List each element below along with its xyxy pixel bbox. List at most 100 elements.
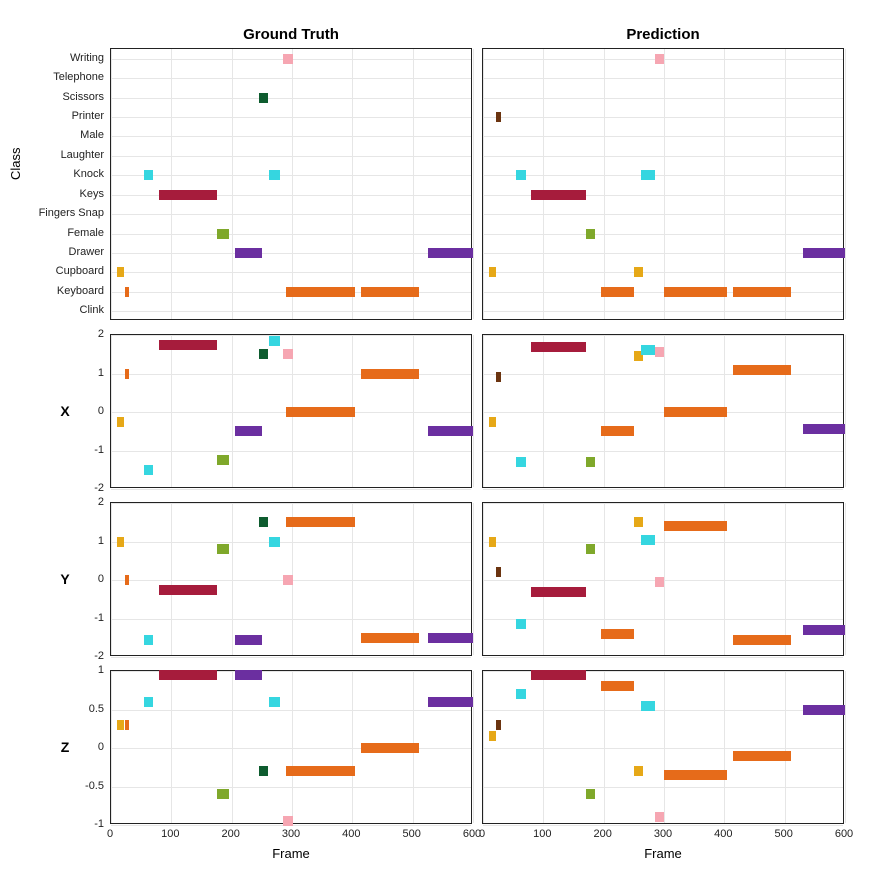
xyz-segment — [286, 517, 355, 527]
gridline-v — [543, 49, 544, 319]
class-tick-label: Keyboard — [14, 285, 104, 297]
gridline-h — [111, 542, 471, 543]
gridline-v — [473, 503, 474, 655]
xyz-tick-label: -1 — [64, 612, 104, 624]
panel-r0-c0 — [110, 48, 472, 320]
gridline-v — [111, 335, 112, 487]
gridline-h — [483, 78, 843, 79]
gridline-v — [785, 335, 786, 487]
xyz-segment — [641, 345, 655, 355]
xyz-segment — [259, 349, 267, 359]
gridline-h — [111, 311, 471, 312]
x-tick-label: 100 — [161, 828, 179, 840]
xyz-segment — [489, 731, 496, 741]
xyz-row-label: X — [55, 403, 75, 419]
gridline-h — [483, 657, 843, 658]
xyz-segment — [489, 537, 496, 547]
xyz-segment — [641, 535, 655, 545]
gridline-h — [483, 234, 843, 235]
col-title-prediction: Prediction — [603, 26, 723, 43]
class-tick-label: Scissors — [14, 91, 104, 103]
gridline-h — [483, 335, 843, 336]
class-tick-label: Keys — [14, 188, 104, 200]
gridline-h — [111, 98, 471, 99]
gridline-v — [232, 49, 233, 319]
xyz-segment — [117, 417, 124, 427]
gridline-h — [483, 503, 843, 504]
x-tick-label: 600 — [835, 828, 853, 840]
gridline-v — [483, 335, 484, 487]
xyz-segment — [531, 587, 585, 597]
xyz-segment — [144, 635, 153, 645]
panel-r1-c1 — [482, 334, 844, 488]
gridline-h — [111, 489, 471, 490]
class-tick-label: Drawer — [14, 246, 104, 258]
panel-r3-c0 — [110, 670, 472, 824]
xyz-tick-label: 1 — [64, 664, 104, 676]
gridline-v — [483, 671, 484, 823]
xyz-segment — [159, 340, 216, 350]
class-tick-label: Fingers Snap — [14, 207, 104, 219]
xyz-segment — [259, 517, 267, 527]
gridline-h — [483, 787, 843, 788]
xyz-segment — [235, 670, 262, 680]
gridline-v — [292, 671, 293, 823]
xyz-segment — [516, 619, 526, 629]
xyz-segment — [601, 629, 634, 639]
class-segment — [601, 287, 634, 297]
gridline-h — [111, 335, 471, 336]
panel-r1-c0 — [110, 334, 472, 488]
gridline-v — [664, 49, 665, 319]
gridline-h — [483, 619, 843, 620]
gridline-v — [171, 335, 172, 487]
gridline-v — [543, 671, 544, 823]
gridline-h — [483, 748, 843, 749]
xyz-segment — [803, 705, 845, 715]
class-segment — [286, 287, 355, 297]
x-tick-label: 400 — [342, 828, 360, 840]
gridline-h — [483, 710, 843, 711]
class-tick-label: Knock — [14, 168, 104, 180]
xyz-tick-label: -0.5 — [64, 780, 104, 792]
gridline-h — [483, 136, 843, 137]
xyz-segment — [235, 426, 262, 436]
gridline-h — [111, 657, 471, 658]
gridline-h — [483, 311, 843, 312]
gridline-v — [483, 503, 484, 655]
xyz-segment — [496, 720, 501, 730]
gridline-h — [111, 253, 471, 254]
xyz-segment — [655, 812, 664, 822]
gridline-v — [232, 671, 233, 823]
xyz-segment — [428, 633, 473, 643]
xyz-segment — [601, 426, 634, 436]
gridline-h — [483, 825, 843, 826]
class-tick-label: Writing — [14, 52, 104, 64]
gridline-h — [483, 412, 843, 413]
xyz-segment — [283, 575, 293, 585]
gridline-v — [543, 503, 544, 655]
class-tick-label: Printer — [14, 110, 104, 122]
gridline-v — [785, 49, 786, 319]
gridline-v — [413, 335, 414, 487]
gridline-h — [111, 787, 471, 788]
xyz-segment — [655, 347, 664, 357]
gridline-v — [111, 49, 112, 319]
xyz-segment — [489, 417, 496, 427]
class-segment — [159, 190, 216, 200]
class-segment — [125, 287, 129, 297]
gridline-h — [483, 156, 843, 157]
class-segment — [361, 287, 418, 297]
gridline-h — [483, 253, 843, 254]
class-segment — [428, 248, 473, 258]
figure-root: ClassGround TruthPredictionClinkKeyboard… — [0, 0, 875, 875]
gridline-h — [111, 214, 471, 215]
xyz-segment — [733, 635, 790, 645]
xyz-segment — [803, 424, 845, 434]
xyz-segment — [496, 567, 501, 577]
xyz-segment — [159, 670, 216, 680]
class-tick-label: Male — [14, 129, 104, 141]
x-tick-label: 0 — [107, 828, 113, 840]
gridline-h — [111, 503, 471, 504]
x-axis-label: Frame — [644, 846, 682, 861]
xyz-segment — [634, 517, 643, 527]
